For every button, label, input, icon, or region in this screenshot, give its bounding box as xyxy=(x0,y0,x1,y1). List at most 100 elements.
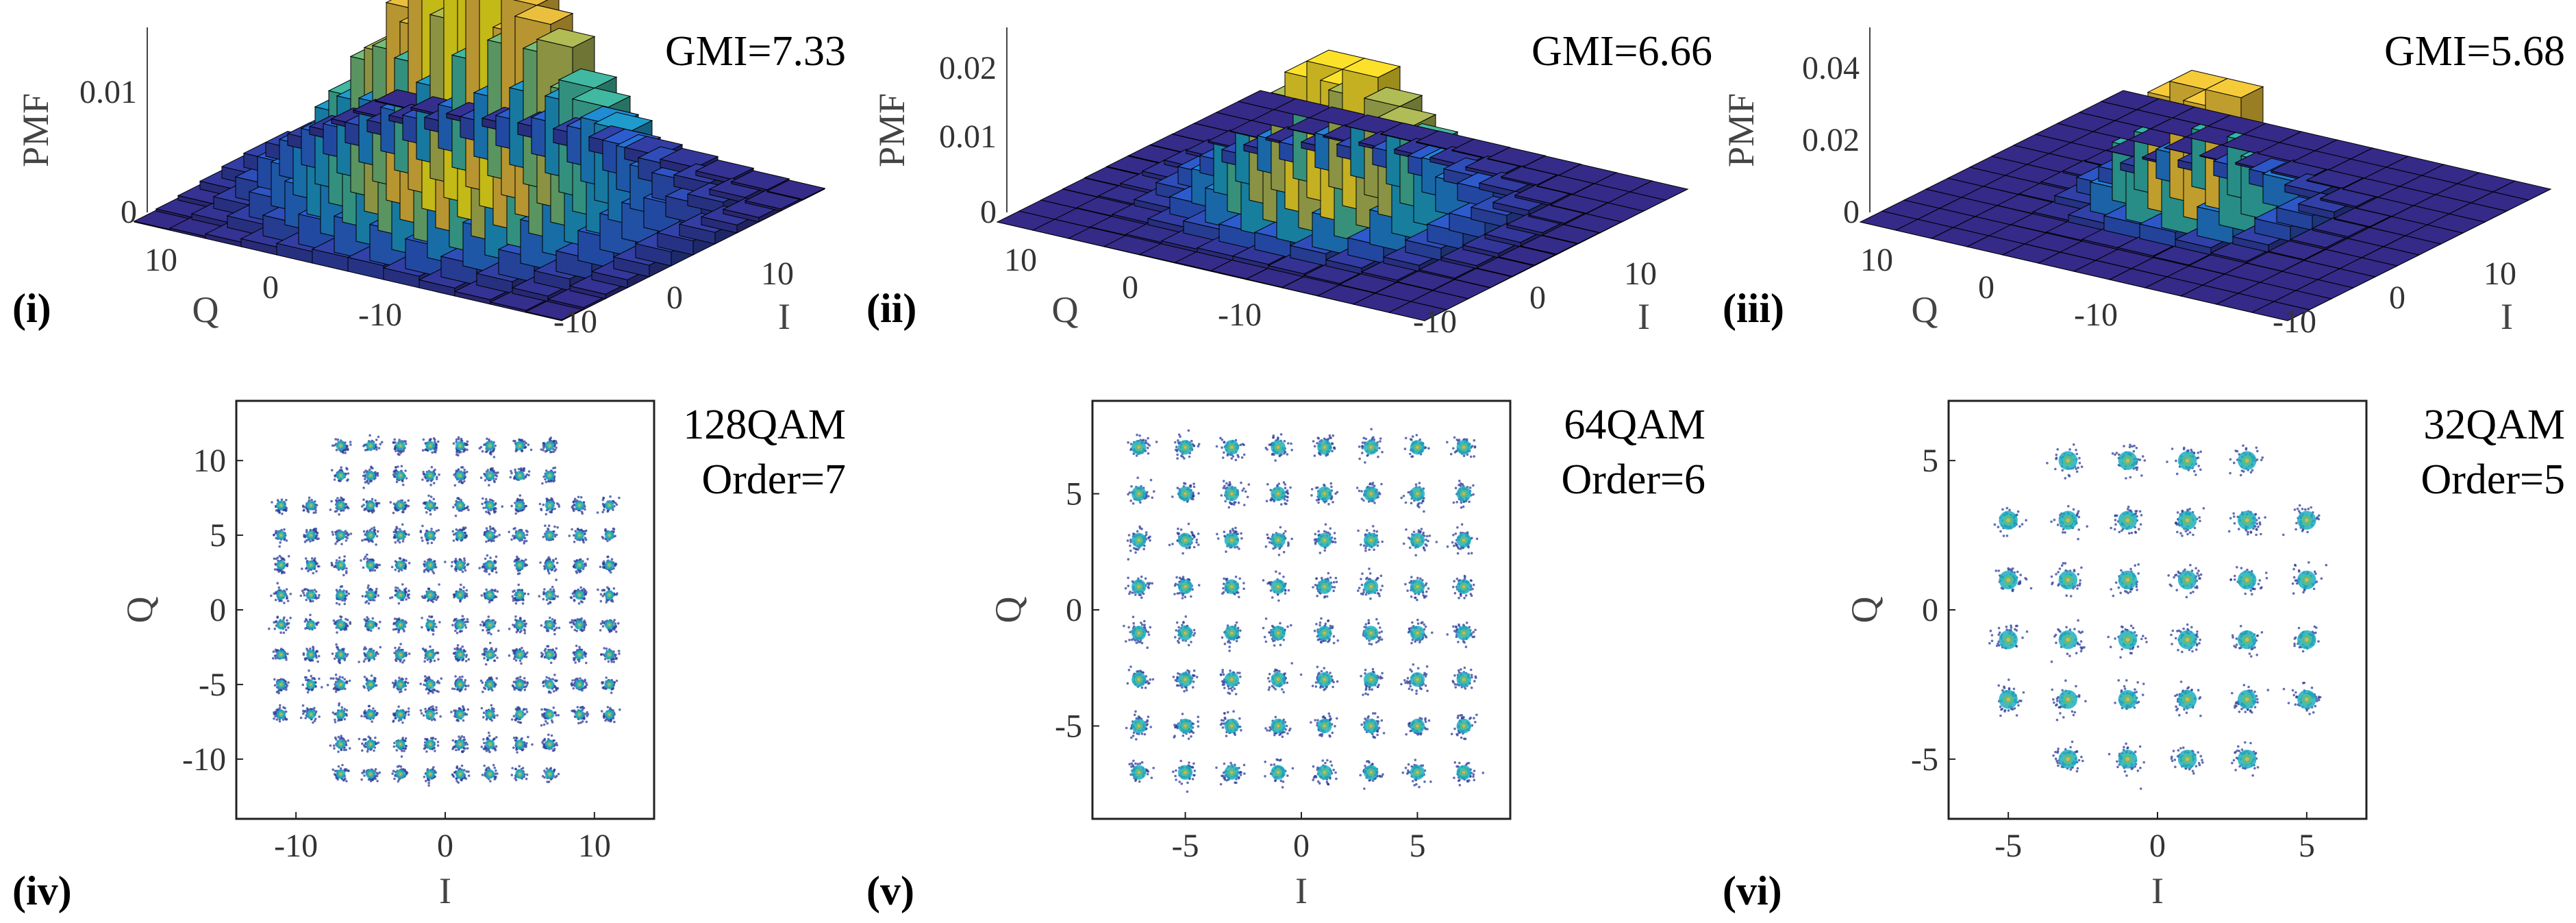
constellation-cluster xyxy=(273,678,290,695)
constellation-cluster xyxy=(273,528,288,548)
constellation-cluster xyxy=(1403,434,1430,458)
constellation-cluster xyxy=(301,557,321,575)
pmf-bar xyxy=(1431,279,1492,299)
q-axis-label: Q xyxy=(192,289,219,330)
constellation-cluster xyxy=(451,675,470,693)
constellation-cluster xyxy=(360,553,382,572)
pmf-bars-panel-i xyxy=(133,0,826,321)
constellation-cluster xyxy=(1453,761,1485,787)
constellation-cluster xyxy=(358,645,382,663)
constellation-cluster xyxy=(512,438,533,453)
constellation-cluster xyxy=(1452,574,1475,600)
constellation-cluster xyxy=(2174,507,2205,537)
constellation-cluster xyxy=(568,617,588,632)
x-tick-label: -5 xyxy=(1172,828,1199,864)
constellation-cluster xyxy=(481,497,504,515)
x-tick-label: -10 xyxy=(2273,304,2316,340)
y-tick-label: -10 xyxy=(2074,297,2118,333)
constellation-cluster xyxy=(508,615,527,635)
constellation-cluster xyxy=(2293,625,2320,653)
x-tick-label: 10 xyxy=(578,828,611,864)
constellation-cluster xyxy=(2107,624,2148,659)
x-axis-label: I xyxy=(1295,870,1308,911)
constellation-cluster xyxy=(509,467,531,481)
constellation-cluster xyxy=(600,706,621,724)
constellation-cluster xyxy=(299,704,321,724)
constellation-points-vi xyxy=(1988,443,2328,790)
constellation-cluster xyxy=(421,583,440,604)
constellation-cluster xyxy=(2046,443,2084,480)
panel-vi: -5 0 5 -5 0 5 I Q 32QAM Order=5 (vi) xyxy=(1723,399,2565,913)
pmf-bar xyxy=(547,288,607,310)
constellation-cluster xyxy=(452,497,470,517)
constellation-cluster xyxy=(1446,523,1479,555)
constellation-cluster xyxy=(541,767,560,783)
gmi-annotation: GMI=6.66 xyxy=(1531,28,1712,75)
constellation-cluster xyxy=(419,675,443,695)
constellation-cluster xyxy=(1173,713,1200,740)
q-axis-label: Q xyxy=(1912,289,1938,330)
constellation-cluster xyxy=(1312,571,1338,599)
y-tick-label: -5 xyxy=(1055,708,1082,744)
constellation-cluster xyxy=(1360,712,1386,739)
x-axis-label: I xyxy=(439,870,451,911)
constellation-cluster xyxy=(2114,679,2145,711)
constellation-cluster xyxy=(1219,710,1242,737)
constellation-cluster xyxy=(1264,433,1293,462)
y-tick-label: -10 xyxy=(358,297,402,333)
constellation-points-v xyxy=(1123,428,1485,793)
panel-ii: 0 0.01 0.02 PMF GMI=6.66 10 0 -10 Q -10 … xyxy=(866,27,1712,340)
x-tick-label: 5 xyxy=(1409,828,1425,864)
constellation-cluster xyxy=(480,731,498,754)
pmf-bar xyxy=(1541,223,1601,245)
constellation-cluster xyxy=(1401,759,1432,789)
x-tick-label: 0 xyxy=(1293,828,1310,864)
order-label: Order=5 xyxy=(2421,456,2565,503)
constellation-cluster xyxy=(1172,759,1197,793)
y-axis-ticks: -10 -5 0 5 10 xyxy=(182,443,243,778)
constellation-cluster xyxy=(1172,669,1199,693)
constellation-cluster xyxy=(1173,576,1201,600)
constellation-cluster xyxy=(392,523,410,544)
constellation-cluster xyxy=(330,555,348,577)
constellation-cluster xyxy=(362,434,384,452)
y-axis-ticks: -5 0 5 xyxy=(1055,476,1099,744)
constellation-cluster xyxy=(513,555,529,576)
z-axis-label: PMF xyxy=(1721,93,1762,167)
x-tick-label: 0 xyxy=(2389,280,2405,316)
constellation-cluster xyxy=(1124,575,1153,599)
constellation-cluster xyxy=(1126,525,1151,561)
constellation-cluster xyxy=(1264,758,1295,789)
panel-v: -5 0 5 -5 0 5 I Q 64QAM Order=6 (v) xyxy=(866,399,1705,913)
constellation-cluster xyxy=(331,643,349,665)
constellation-cluster xyxy=(541,733,559,752)
plot-frame xyxy=(235,399,655,820)
constellation-cluster xyxy=(391,765,409,783)
constellation-cluster xyxy=(326,673,351,693)
constellation-cluster xyxy=(571,495,586,515)
constellation-cluster xyxy=(451,615,469,635)
constellation-cluster xyxy=(392,438,408,456)
constellation-cluster xyxy=(360,704,379,723)
constellation-cluster xyxy=(363,616,382,632)
constellation-cluster xyxy=(568,528,588,544)
y-tick-label: 0 xyxy=(210,592,226,628)
pmf-bar xyxy=(1410,290,1470,310)
pmf-bar xyxy=(1629,180,1689,201)
i-axis-label: I xyxy=(778,296,790,337)
constellation-cluster xyxy=(332,615,352,634)
pmf-bars-panel-ii xyxy=(996,49,1689,321)
constellation-cluster xyxy=(538,585,560,605)
constellation-cluster xyxy=(452,643,471,663)
constellation-cluster xyxy=(2174,680,2202,717)
constellation-cluster xyxy=(423,558,447,575)
constellation-cluster xyxy=(1127,433,1158,457)
i-axis-label: I xyxy=(2501,296,2513,337)
constellation-cluster xyxy=(2231,741,2260,777)
constellation-cluster xyxy=(302,645,321,663)
constellation-cluster xyxy=(2111,443,2147,480)
constellation-cluster xyxy=(331,438,352,454)
plot-frame xyxy=(1947,399,2368,820)
constellation-cluster xyxy=(572,644,588,665)
